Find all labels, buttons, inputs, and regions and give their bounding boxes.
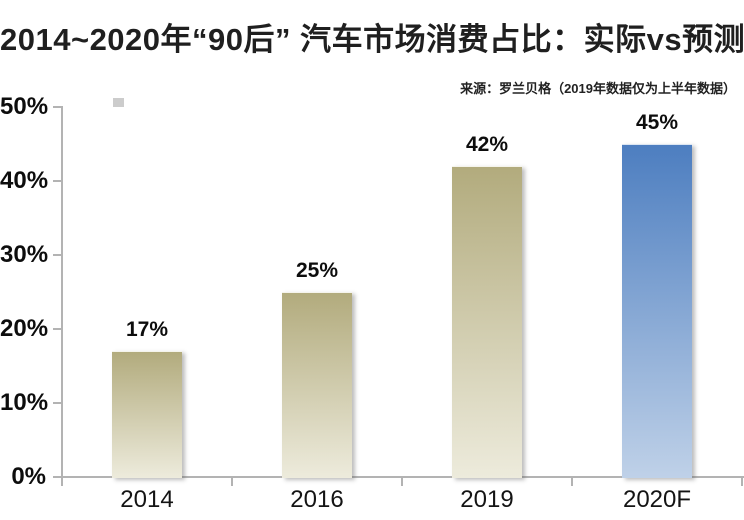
- x-tick: [231, 478, 233, 486]
- y-tick-label: 10%: [0, 389, 49, 416]
- bar-value-label: 42%: [465, 133, 509, 156]
- y-tick: [53, 476, 62, 478]
- bar-2020F: [622, 144, 692, 478]
- x-tick: [571, 478, 573, 486]
- bar-value-label: 45%: [635, 111, 679, 134]
- y-tick-label: 30%: [0, 241, 49, 268]
- x-tick: [61, 478, 63, 486]
- source-note: 来源：罗兰贝格（2019年数据仅为上半年数据）: [460, 81, 736, 96]
- x-tick-label: 2014: [120, 486, 174, 513]
- y-tick: [53, 106, 62, 108]
- bar-2019: [452, 166, 522, 478]
- x-tick-label: 2020F: [622, 486, 692, 513]
- bar-2014: [112, 351, 182, 478]
- bar-value-label: 25%: [295, 259, 339, 282]
- x-tick: [401, 478, 403, 486]
- chart-title: 2014~2020年“90后” 汽车市场消费占比：实际vs预测: [0, 22, 744, 57]
- y-tick-label: 0%: [11, 463, 46, 490]
- y-tick-label: 20%: [0, 315, 49, 342]
- y-tick-label: 40%: [0, 167, 49, 194]
- x-axis-line: [61, 476, 744, 478]
- x-tick: [741, 478, 743, 486]
- bar-2016: [282, 292, 352, 478]
- y-tick: [53, 328, 62, 330]
- y-axis-line: [61, 106, 63, 478]
- y-tick-label: 50%: [0, 93, 49, 120]
- x-tick-label: 2019: [460, 486, 514, 513]
- y-tick: [53, 254, 62, 256]
- bar-value-label: 17%: [125, 318, 169, 341]
- watermark-remnant: [113, 98, 124, 107]
- y-tick: [53, 180, 62, 182]
- x-tick-label: 2016: [290, 486, 344, 513]
- y-tick: [53, 402, 62, 404]
